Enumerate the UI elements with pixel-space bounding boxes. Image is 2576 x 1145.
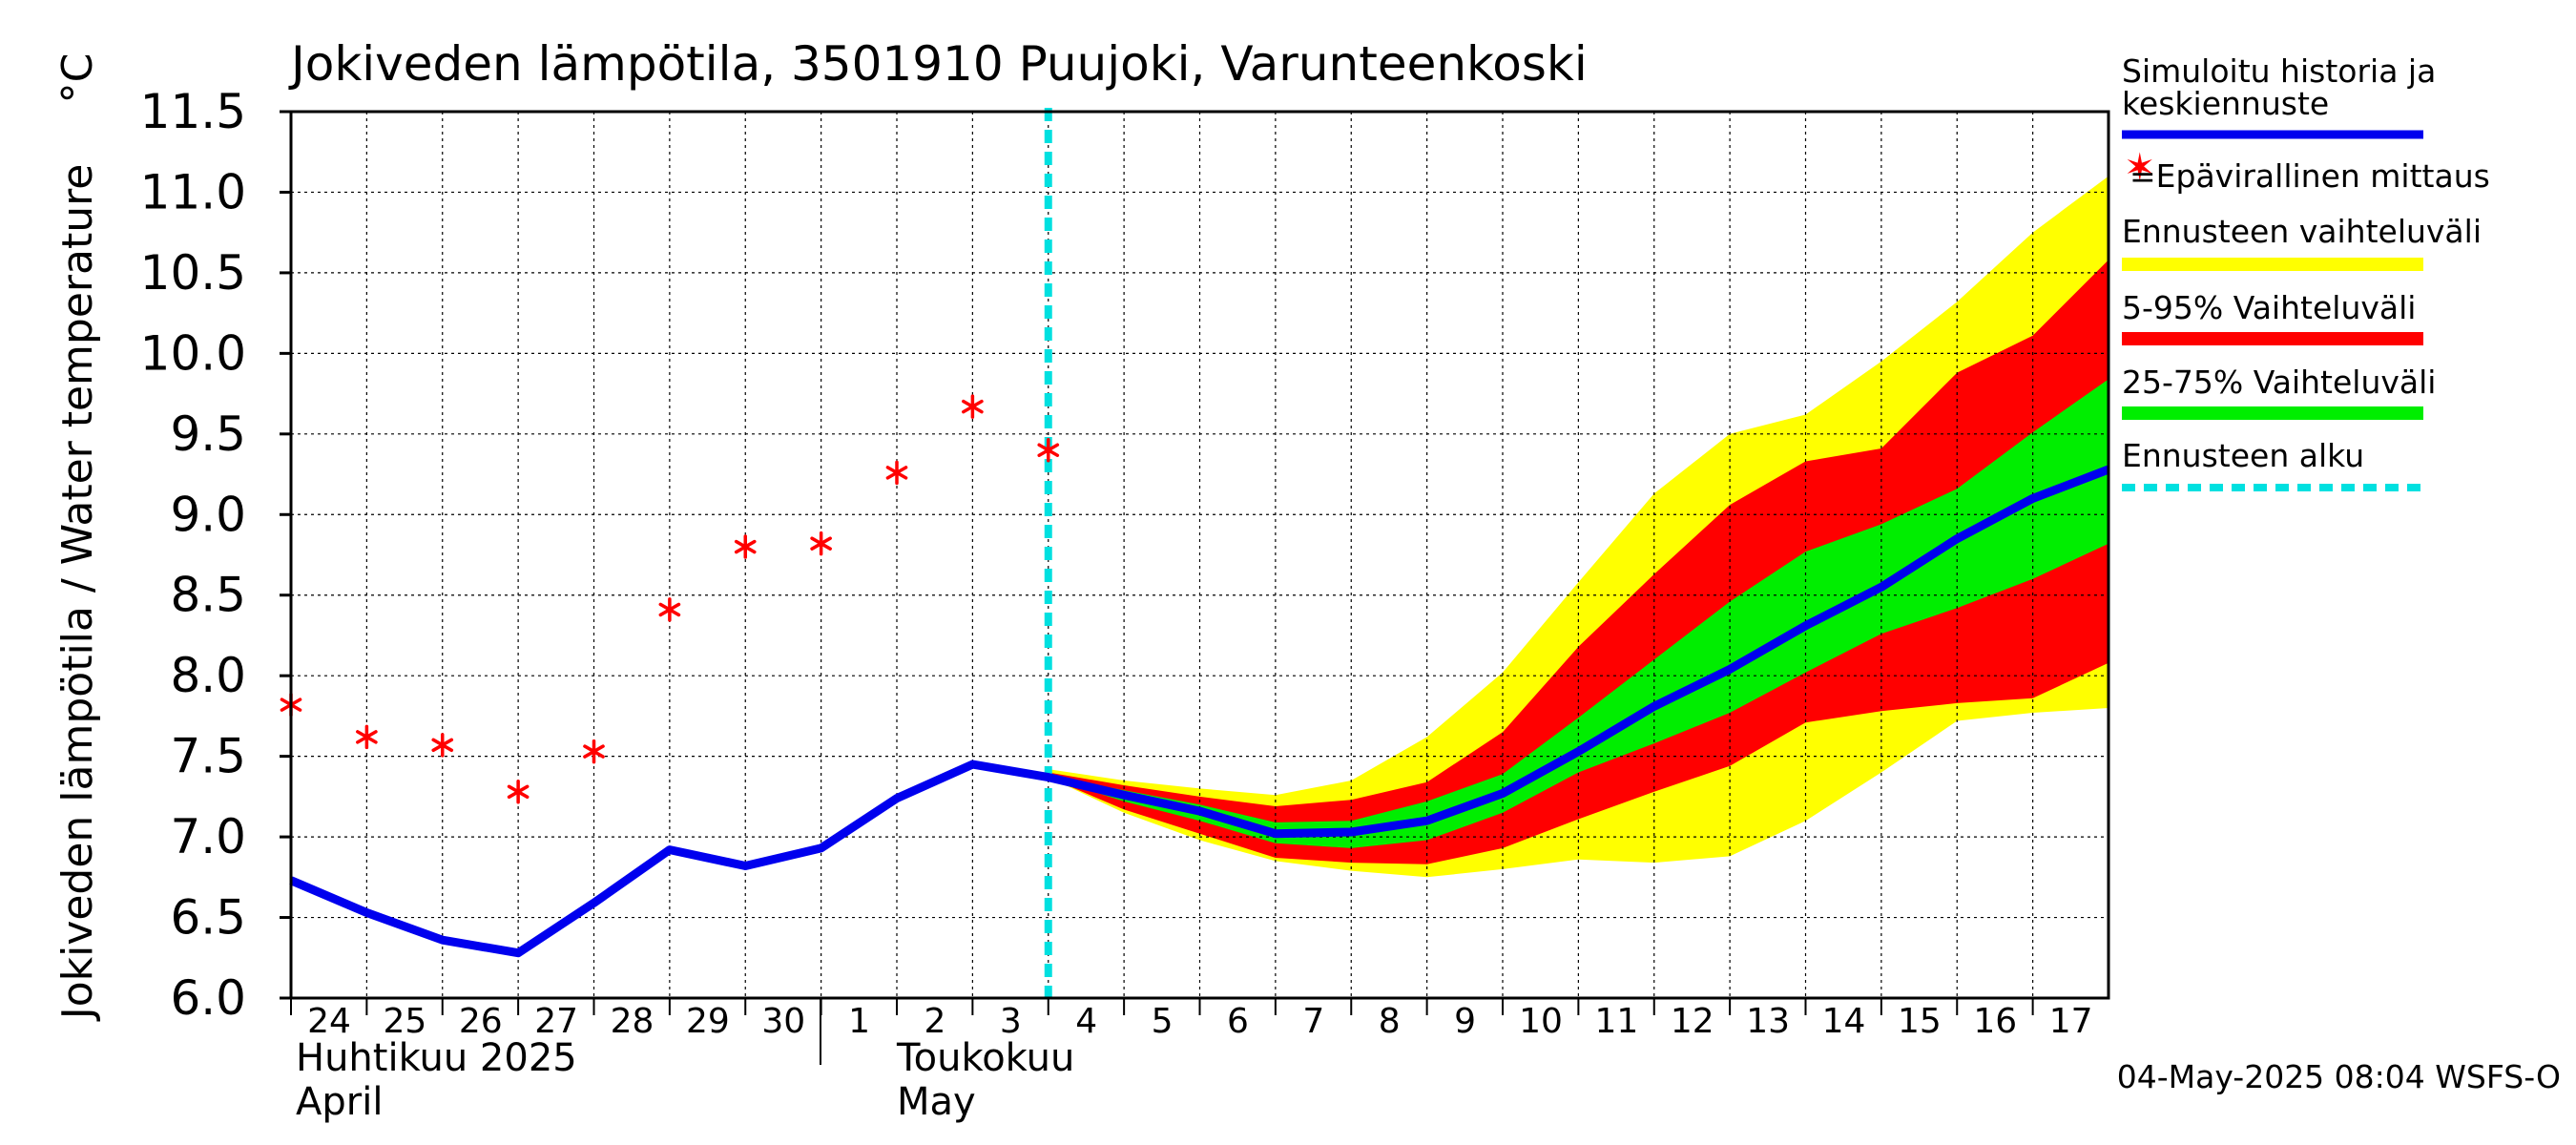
observation-point	[734, 534, 757, 559]
x-tick-label: 13	[1746, 1002, 1790, 1041]
month-label-april-en: April	[296, 1080, 383, 1124]
observation-point	[431, 733, 454, 758]
observation-markers	[280, 394, 1060, 804]
x-tick-label: 30	[761, 1002, 805, 1041]
x-tick-label: 28	[611, 1002, 654, 1041]
observation-point	[583, 739, 605, 764]
y-tick-label: 11.5	[140, 84, 246, 139]
y-tick-label: 10.0	[140, 325, 246, 381]
y-tick-label: 7.0	[170, 809, 246, 864]
x-tick-label: 9	[1454, 1002, 1476, 1041]
month-label-may-en: May	[897, 1080, 976, 1124]
x-tick-label: 7	[1302, 1002, 1324, 1041]
y-tick-label: 10.5	[140, 245, 246, 301]
y-tick-labels: 6.0 6.5 7.0 7.5 8.0 8.5 9.0 9.5 10.0 10.5 11.0 11.5	[140, 84, 291, 1026]
x-tick-labels: 24 25 26 27 28 29 30 1 2 3 4 5 6 7 8 9 10 11 12 13 14 15 16 17	[290, 998, 2093, 1041]
x-tick-label: 24	[307, 1002, 351, 1041]
timestamp: 04-May-2025 08:04 WSFS-O	[2117, 1058, 2561, 1095]
x-tick-label: 15	[1898, 1002, 1942, 1041]
y-axis-label: Jokiveden lämpötila / Water temperature	[53, 164, 102, 1023]
legend-p25-75-label: 25-75% Vaihteluväli	[2122, 364, 2436, 401]
x-tick-label: 3	[1000, 1002, 1022, 1041]
legend: Simuloitu historia ja keskiennuste ✶ =Ep…	[2122, 52, 2490, 491]
x-tick-label: 14	[1822, 1002, 1866, 1041]
y-tick-label: 6.5	[170, 890, 246, 946]
y-axis-unit: °C	[53, 53, 102, 104]
x-tick-label: 10	[1519, 1002, 1563, 1041]
y-tick-label: 9.0	[170, 487, 246, 542]
observation-point	[507, 780, 530, 804]
legend-p5-95-label: 5-95% Vaihteluväli	[2122, 289, 2416, 326]
legend-history-label-2: keskiennuste	[2122, 85, 2329, 122]
x-tick-label: 26	[459, 1002, 503, 1041]
history-series-line	[289, 465, 2110, 958]
observation-point	[658, 597, 681, 622]
x-tick-label: 2	[924, 1002, 946, 1041]
observation-point	[810, 531, 832, 556]
month-label-may-fi: Toukokuu	[896, 1036, 1074, 1080]
x-tick-label: 1	[848, 1002, 870, 1041]
x-tick-label: 29	[686, 1002, 730, 1041]
legend-forecast-start-label: Ennusteen alku	[2122, 437, 2364, 474]
month-label-april-fi: Huhtikuu 2025	[296, 1036, 577, 1080]
y-tick-label: 6.0	[170, 970, 246, 1026]
observation-point	[1037, 437, 1060, 463]
y-tick-label: 8.5	[170, 568, 246, 623]
band-red	[1048, 260, 2109, 864]
y-tick-label: 11.0	[140, 164, 246, 219]
x-tick-label: 8	[1379, 1002, 1401, 1041]
x-tick-label: 5	[1152, 1002, 1174, 1041]
legend-observation-label: =Epävirallinen mittaus	[2129, 157, 2490, 195]
x-tick-label: 25	[383, 1002, 426, 1041]
x-tick-label: 27	[534, 1002, 578, 1041]
x-tick-label: 4	[1075, 1002, 1097, 1041]
legend-observation-marker: ✶	[2124, 146, 2156, 190]
y-tick-label: 8.0	[170, 648, 246, 703]
x-tick-label: 12	[1671, 1002, 1714, 1041]
chart-title: Jokiveden lämpötila, 3501910 Puujoki, Va…	[288, 36, 1588, 92]
grid-lines	[290, 111, 2109, 999]
legend-history-label-1: Simuloitu historia ja	[2122, 52, 2436, 90]
x-tick-label: 17	[2049, 1002, 2093, 1041]
legend-forecast-range-label: Ennusteen vaihteluväli	[2122, 213, 2482, 250]
observation-point	[962, 394, 984, 419]
y-tick-label: 7.5	[170, 729, 246, 784]
x-tick-label: 11	[1594, 1002, 1638, 1041]
observation-point	[356, 724, 378, 750]
observation-point	[885, 460, 908, 486]
y-tick-label: 9.5	[170, 406, 246, 462]
x-tick-label: 6	[1227, 1002, 1249, 1041]
x-tick-label: 16	[1973, 1002, 2017, 1041]
